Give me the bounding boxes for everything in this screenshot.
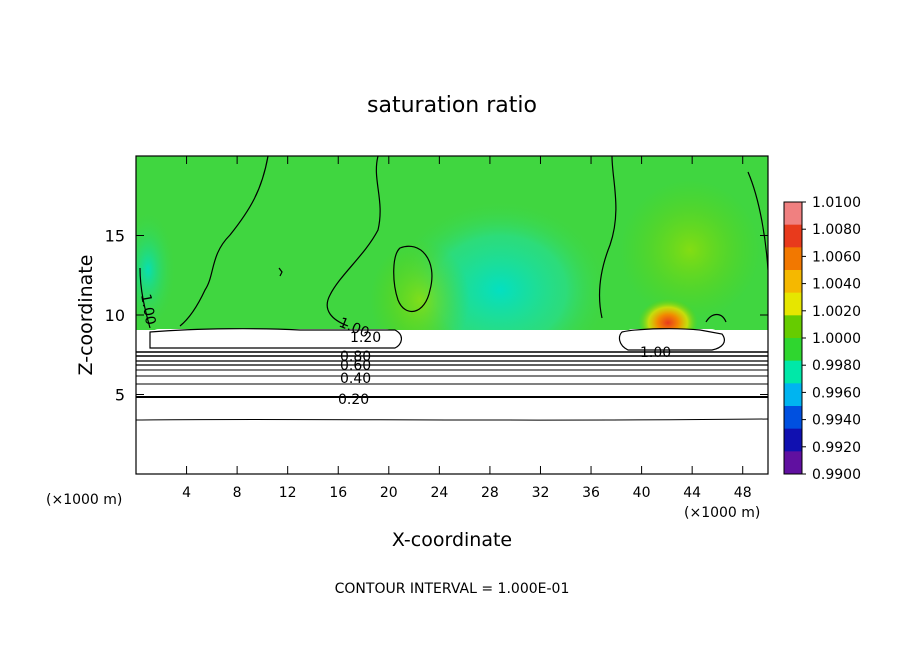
colorbar-label: 0.9980 (812, 358, 861, 374)
colorbar-swatch (784, 338, 802, 362)
y-tick-label: 5 (115, 386, 125, 405)
heatmap-field (136, 156, 768, 474)
contour-bump (705, 313, 727, 323)
colorbar-label: 1.0020 (812, 304, 861, 320)
colorbar-label: 1.0040 (812, 277, 861, 293)
colorbar: 1.0100 1.0080 1.0060 1.0040 1.0020 1.0000 0.99… (783, 195, 861, 483)
x-tick-label: 16 (329, 485, 347, 501)
contour-line-1 (179, 156, 269, 327)
x-axis-ticks: 4 8 12 16 20 24 28 32 36 40 44 48 (182, 156, 752, 501)
colorbar-label: 1.0060 (812, 249, 861, 265)
contour-label: 0.40 (340, 371, 371, 387)
contour-label: 0.20 (338, 392, 369, 408)
colorbar-swatch (784, 247, 802, 271)
field-masked-lower (136, 330, 768, 474)
x-axis-unit-right: (×1000 m) (684, 505, 760, 521)
contour-line-4 (747, 171, 768, 271)
y-tick-label: 15 (105, 227, 125, 246)
colorbar-label: 0.9920 (812, 440, 861, 456)
contour-line-5 (139, 267, 151, 329)
colorbar-label: 0.9940 (812, 413, 861, 429)
colorbar-swatch (784, 315, 802, 339)
x-tick-label: 44 (683, 485, 701, 501)
band-9 (136, 418, 768, 421)
x-tick-label: 4 (182, 485, 191, 501)
colorbar-swatch (784, 202, 802, 226)
x-tick-label: 36 (582, 485, 600, 501)
x-tick-label: 32 (532, 485, 550, 501)
contour-bands (136, 351, 768, 421)
contour-loop (393, 245, 433, 313)
x-axis-unit-left: (×1000 m) (46, 492, 122, 508)
contour-lines (139, 156, 768, 351)
colorbar-swatch (784, 360, 802, 384)
contour-interval-note: CONTOUR INTERVAL = 1.000E-01 (335, 581, 570, 597)
contour-label: 0.80 (340, 349, 371, 365)
colorbar-swatch (784, 292, 802, 316)
x-tick-label: 48 (734, 485, 752, 501)
contour-outline-left (149, 328, 402, 349)
x-tick-label: 28 (481, 485, 499, 501)
colorbar-label: 0.9900 (812, 467, 861, 483)
y-axis-ticks: 5 10 15 (105, 227, 768, 405)
chart-title: saturation ratio (367, 93, 537, 118)
contour-line-2 (326, 156, 381, 327)
field-high-b (620, 180, 760, 320)
contour-label: 0.60 (340, 358, 371, 374)
contour-label: 1.00 (137, 293, 158, 326)
field-masked-right-lobe (624, 329, 720, 347)
x-tick-label: 8 (233, 485, 242, 501)
contour-label: 1.20 (350, 330, 381, 346)
y-axis-label: Z-coordinate (75, 255, 97, 376)
colorbar-swatch (784, 428, 802, 452)
x-axis-label: X-coordinate (392, 529, 512, 551)
colorbar-label: 1.0100 (812, 195, 861, 211)
x-tick-label: 40 (633, 485, 651, 501)
x-tick-label: 24 (430, 485, 448, 501)
contour-outline-right (618, 328, 725, 351)
contour-line-3 (599, 156, 617, 319)
colorbar-swatch (784, 451, 802, 475)
colorbar-label: 1.0000 (812, 331, 861, 347)
field-masked-left-lobe (150, 329, 395, 347)
colorbar-swatch (784, 270, 802, 294)
contour-small (278, 267, 283, 277)
field-low-left (136, 210, 176, 330)
x-tick-label: 20 (380, 485, 398, 501)
colorbar-label: 0.9960 (812, 385, 861, 401)
colorbar-swatch (784, 383, 802, 407)
x-tick-label: 12 (279, 485, 297, 501)
colorbar-swatch (784, 406, 802, 430)
colorbar-swatch (784, 224, 802, 248)
contour-label: 1.00 (640, 345, 671, 361)
y-tick-label: 10 (105, 306, 125, 325)
colorbar-label: 1.0080 (812, 222, 861, 238)
